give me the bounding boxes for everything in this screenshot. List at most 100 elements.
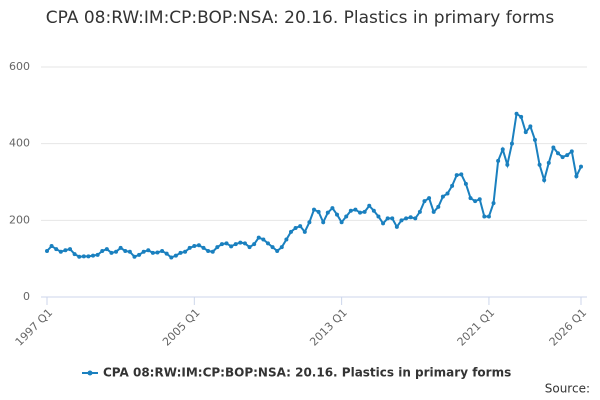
data-point — [408, 215, 413, 220]
x-tick-label: 2013 Q1 — [307, 306, 350, 349]
data-point — [178, 250, 183, 255]
data-point — [293, 226, 298, 230]
data-point — [500, 147, 505, 152]
data-point — [150, 250, 155, 255]
y-tick-label: 200 — [9, 213, 30, 226]
data-point — [551, 145, 556, 150]
data-point — [118, 245, 123, 250]
data-point — [358, 210, 363, 215]
data-point — [532, 137, 537, 142]
data-point — [256, 235, 261, 240]
data-point — [344, 214, 349, 219]
data-point — [339, 220, 344, 225]
legend-marker — [87, 370, 93, 376]
data-point — [321, 220, 326, 225]
data-point — [192, 244, 197, 249]
data-point — [137, 252, 142, 257]
data-point — [330, 206, 335, 211]
data-point — [505, 162, 510, 167]
data-point — [247, 245, 252, 250]
data-point — [270, 245, 275, 250]
data-point — [307, 220, 312, 225]
data-point — [210, 249, 215, 254]
data-point — [542, 178, 547, 183]
legend-label: CPA 08:RW:IM:CP:BOP:NSA: 20.16. Plastics… — [103, 366, 511, 380]
data-point — [77, 254, 82, 259]
data-point — [288, 229, 293, 234]
data-point — [81, 254, 86, 259]
y-tick-label: 0 — [23, 290, 30, 303]
data-point — [431, 209, 436, 214]
x-tick-label: 1997 Q1 — [13, 306, 56, 349]
data-point — [132, 254, 137, 259]
source: Source: — [545, 382, 590, 396]
data-point — [316, 209, 321, 214]
data-point — [187, 245, 192, 250]
data-point — [275, 249, 280, 253]
data-point — [58, 249, 63, 254]
data-point — [279, 245, 284, 250]
series-line — [46, 112, 582, 259]
data-point — [390, 216, 395, 221]
data-point — [242, 241, 247, 246]
data-point — [348, 208, 353, 213]
data-point — [206, 249, 211, 253]
data-point — [114, 249, 119, 254]
data-point — [486, 214, 491, 219]
data-point — [173, 253, 178, 258]
data-point — [385, 216, 390, 221]
data-point — [104, 247, 109, 252]
data-point — [381, 221, 386, 226]
data-point — [86, 254, 91, 259]
data-point — [496, 158, 501, 163]
data-point — [123, 249, 128, 253]
data-point — [100, 249, 105, 253]
data-point — [537, 162, 542, 167]
data-point — [468, 196, 473, 201]
data-point — [146, 248, 151, 253]
data-point — [523, 130, 528, 135]
data-point — [109, 250, 114, 255]
data-point — [155, 250, 160, 255]
data-point — [298, 224, 303, 229]
data-point — [312, 207, 316, 212]
data-point — [233, 242, 238, 247]
data-point — [261, 237, 266, 242]
chart-title: CPA 08:RW:IM:CP:BOP:NSA: 20.16. Plastics… — [45, 8, 555, 28]
data-point — [238, 240, 243, 245]
x-tick-label: 2005 Q1 — [160, 306, 203, 349]
y-tick-label: 600 — [9, 60, 30, 73]
data-point — [413, 216, 418, 221]
data-point — [252, 242, 257, 247]
data-point — [68, 247, 73, 252]
data-point — [454, 173, 459, 178]
data-point — [196, 243, 201, 248]
data-point — [229, 244, 234, 249]
data-point — [95, 252, 100, 257]
data-point — [127, 249, 132, 254]
data-point — [376, 214, 381, 219]
data-point — [579, 164, 583, 169]
data-point — [477, 197, 482, 202]
data-point — [201, 245, 206, 250]
data-point — [546, 160, 551, 165]
data-point — [519, 114, 524, 119]
data-point — [160, 249, 165, 253]
data-point — [284, 237, 289, 242]
data-point — [325, 210, 330, 215]
data-point — [422, 199, 427, 204]
data-point — [72, 252, 77, 257]
data-point — [491, 201, 496, 206]
data-point — [404, 216, 409, 221]
data-point — [555, 151, 560, 156]
x-tick-label: 2026 Q1 — [547, 306, 590, 349]
data-point — [169, 255, 174, 260]
data-point — [91, 253, 96, 258]
data-point — [164, 251, 169, 256]
data-point — [473, 199, 478, 204]
data-point — [141, 249, 146, 254]
data-point — [445, 191, 450, 196]
data-point — [399, 218, 404, 223]
